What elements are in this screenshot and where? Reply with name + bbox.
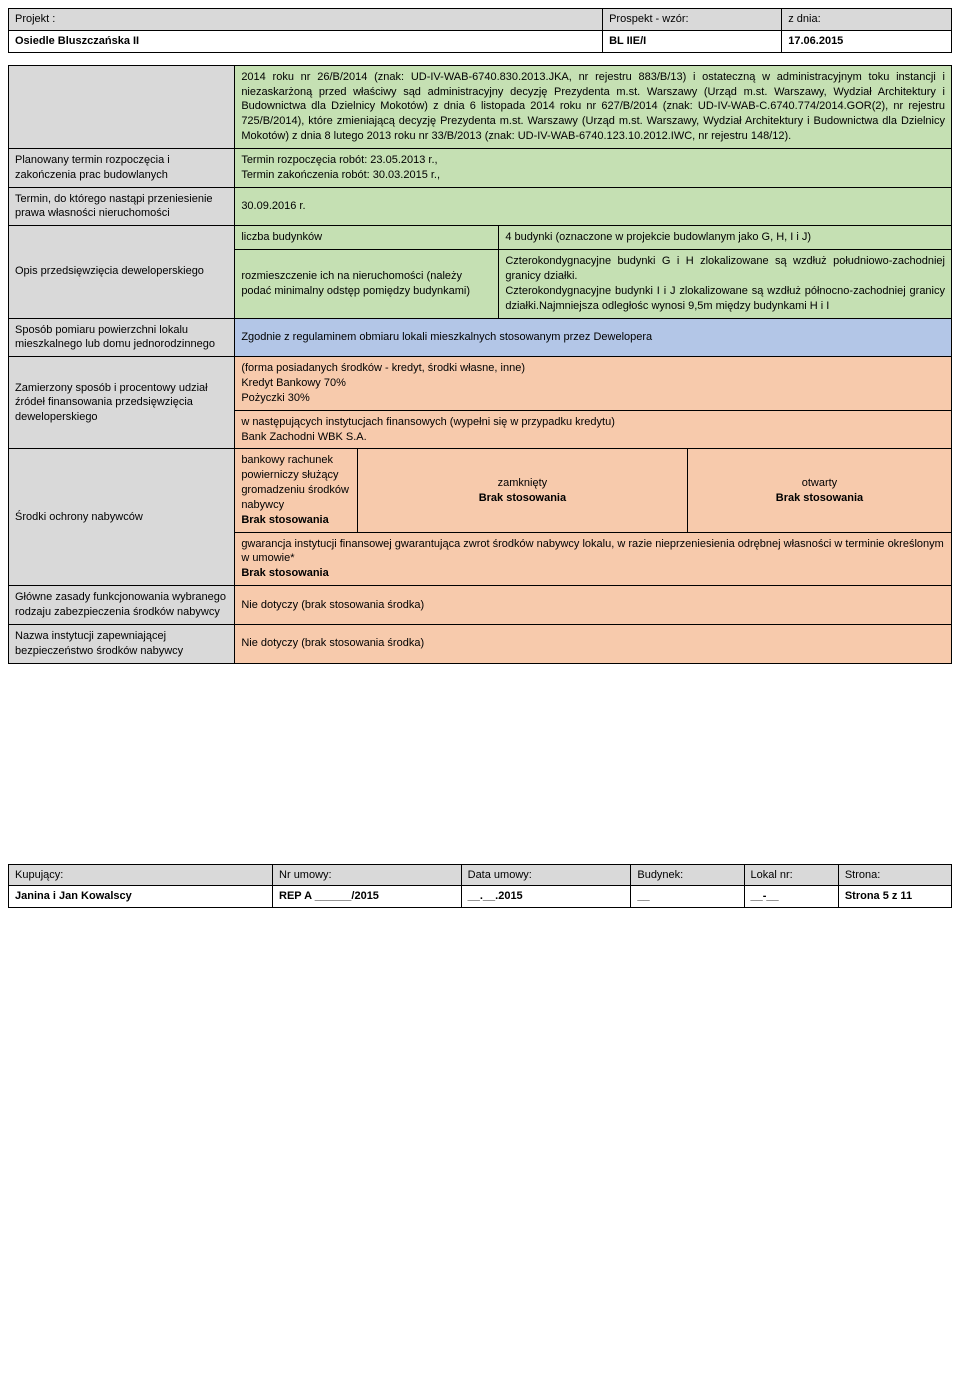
row6-label: Środki ochrony nabywców (9, 449, 235, 586)
row8-label: Nazwa instytucji zapewniającej bezpiecze… (9, 624, 235, 663)
row3-sub1-label: liczba budynków (235, 226, 499, 250)
document-header: Projekt : Prospekt - wzór: z dnia: Osied… (8, 8, 952, 53)
prospekt-value: BL IIE/I (603, 30, 782, 52)
row6-col1-bold: Brak stosowania (241, 514, 328, 526)
row4-value: Zgodnie z regulaminem obmiaru lokali mie… (235, 318, 952, 357)
prospekt-label: Prospekt - wzór: (603, 9, 782, 31)
row3-sub2-value: Czterokondygnacyjne budynki G i H zlokal… (499, 250, 952, 318)
row5-label: Zamierzony sposób i procentowy udział źr… (9, 357, 235, 449)
strona-label: Strona: (838, 864, 951, 886)
row7-label: Główne zasady funkcjonowania wybranego r… (9, 586, 235, 625)
dataumowy-label: Data umowy: (461, 864, 631, 886)
row6-col2-bold: Brak stosowania (479, 492, 566, 504)
row6-sub2: gwarancja instytucji finansowej gwarantu… (235, 532, 952, 586)
strona-value: Strona 5 z 11 (838, 886, 951, 908)
nrumowy-value: REP A ______/2015 (273, 886, 462, 908)
nrumowy-label: Nr umowy: (273, 864, 462, 886)
row4-label: Sposób pomiaru powierzchni lokalu mieszk… (9, 318, 235, 357)
kupujacy-label: Kupujący: (9, 864, 273, 886)
budynek-value: __ (631, 886, 744, 908)
row3-label: Opis przedsięwzięcia deweloperskiego (9, 226, 235, 318)
budynek-label: Budynek: (631, 864, 744, 886)
row6-col3-top: otwarty (802, 477, 837, 489)
row1-value: Termin rozpoczęcia robót: 23.05.2013 r.,… (235, 148, 952, 187)
row2-label: Termin, do którego nastąpi przeniesienie… (9, 187, 235, 226)
row7-value: Nie dotyczy (brak stosowania środka) (235, 586, 952, 625)
row5-value1: (forma posiadanych środków - kredyt, śro… (235, 357, 952, 411)
intro-text: 2014 roku nr 26/B/2014 (znak: UD-IV-WAB-… (235, 65, 952, 148)
row6-sub2-bold: Brak stosowania (241, 567, 328, 579)
row6-col1-text: bankowy rachunek powierniczy służący gro… (241, 454, 349, 511)
document-footer: Kupujący: Nr umowy: Data umowy: Budynek:… (8, 864, 952, 909)
lokalnr-label: Lokal nr: (744, 864, 838, 886)
main-content-table: 2014 roku nr 26/B/2014 (znak: UD-IV-WAB-… (8, 65, 952, 664)
projekt-label: Projekt : (9, 9, 603, 31)
row6-sub2-text: gwarancja instytucji finansowej gwarantu… (241, 538, 944, 565)
dataumowy-value: __.__.2015 (461, 886, 631, 908)
row6-col1: bankowy rachunek powierniczy służący gro… (235, 449, 358, 532)
row2-value: 30.09.2016 r. (235, 187, 952, 226)
row6-col3: otwarty Brak stosowania (687, 449, 951, 532)
row3-sub2-label: rozmieszczenie ich na nieruchomości (nal… (235, 250, 499, 318)
row6-col2: zamknięty Brak stosowania (357, 449, 687, 532)
lokalnr-value: __-__ (744, 886, 838, 908)
zdnia-label: z dnia: (782, 9, 952, 31)
intro-spacer (9, 65, 235, 148)
row5-value2: w następujących instytucjach finansowych… (235, 410, 952, 449)
row3-sub1-value: 4 budynki (oznaczone w projekcie budowla… (499, 226, 952, 250)
row1-label: Planowany termin rozpoczęcia i zakończen… (9, 148, 235, 187)
row6-col3-bold: Brak stosowania (776, 492, 863, 504)
zdnia-value: 17.06.2015 (782, 30, 952, 52)
projekt-value: Osiedle Bluszczańska II (9, 30, 603, 52)
row8-value: Nie dotyczy (brak stosowania środka) (235, 624, 952, 663)
row6-col2-top: zamknięty (498, 477, 548, 489)
kupujacy-value: Janina i Jan Kowalscy (9, 886, 273, 908)
